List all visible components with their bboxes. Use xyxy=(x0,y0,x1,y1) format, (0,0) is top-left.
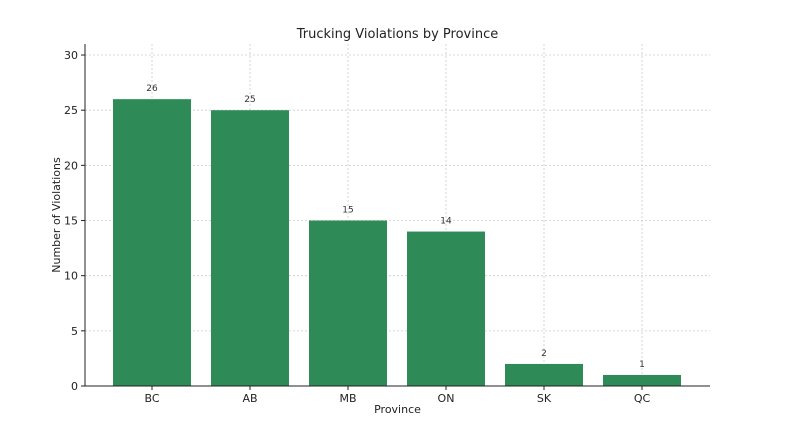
x-tick-label: ON xyxy=(438,392,455,405)
y-ticks: 0 5 10 15 20 25 30 xyxy=(64,49,85,393)
data-labels: 26 25 15 14 2 1 xyxy=(146,84,645,370)
bar-on xyxy=(407,231,485,386)
axes xyxy=(84,44,710,387)
y-tick-label: 5 xyxy=(71,325,78,338)
y-tick-label: 0 xyxy=(71,380,78,393)
x-tick-label: BC xyxy=(144,392,159,405)
data-label-on: 14 xyxy=(440,217,452,227)
data-label-bc: 26 xyxy=(146,84,158,94)
y-tick-label: 25 xyxy=(64,104,78,117)
data-label-qc: 1 xyxy=(639,360,645,370)
bar-ab xyxy=(211,110,289,387)
x-tick-label: QC xyxy=(634,392,651,405)
y-tick-label: 30 xyxy=(64,49,78,62)
x-tick-label: MB xyxy=(339,392,356,405)
x-ticks: BC AB MB ON SK QC xyxy=(144,386,650,405)
y-tick-label: 10 xyxy=(64,270,78,283)
data-label-ab: 25 xyxy=(244,95,255,105)
chart-title: Trucking Violations by Province xyxy=(296,27,498,42)
data-label-mb: 15 xyxy=(342,206,353,216)
x-tick-label: SK xyxy=(537,392,552,405)
x-axis-label: Province xyxy=(374,403,421,416)
bar-bc xyxy=(113,99,191,387)
y-tick-label: 15 xyxy=(64,215,78,228)
bars xyxy=(113,99,681,387)
x-tick-label: AB xyxy=(242,392,257,405)
bar-qc xyxy=(603,374,681,386)
bar-mb xyxy=(309,220,387,386)
y-axis-label: Number of Violations xyxy=(50,157,63,273)
data-label-sk: 2 xyxy=(541,349,547,359)
bar-sk xyxy=(505,363,583,386)
y-tick-label: 20 xyxy=(64,159,78,172)
